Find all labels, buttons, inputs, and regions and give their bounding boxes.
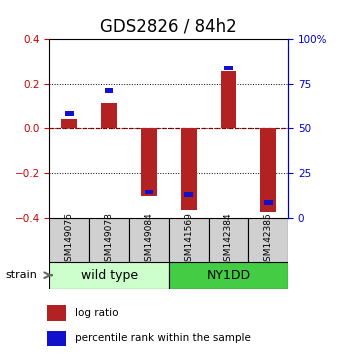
Bar	[209, 218, 248, 262]
Text: GSM149084: GSM149084	[144, 212, 153, 267]
Bar	[89, 218, 129, 262]
Text: GSM142385: GSM142385	[264, 212, 273, 267]
Bar	[260, 129, 276, 212]
Bar	[101, 103, 117, 129]
Text: GSM149078: GSM149078	[105, 212, 114, 267]
Bar	[49, 262, 169, 289]
Bar	[181, 129, 197, 210]
Text: percentile rank within the sample: percentile rank within the sample	[75, 333, 251, 343]
Bar	[47, 331, 66, 346]
Bar	[248, 218, 288, 262]
Bar	[49, 218, 89, 262]
Bar	[129, 218, 169, 262]
Bar	[264, 200, 272, 205]
Title: GDS2826 / 84h2: GDS2826 / 84h2	[100, 18, 237, 36]
Text: GSM141569: GSM141569	[184, 212, 193, 267]
Bar	[47, 306, 66, 321]
Bar	[169, 218, 209, 262]
Text: NY1DD: NY1DD	[206, 269, 251, 282]
Bar	[141, 129, 157, 196]
Text: wild type: wild type	[80, 269, 138, 282]
Text: GSM142384: GSM142384	[224, 212, 233, 267]
Bar	[169, 262, 288, 289]
Bar	[145, 189, 153, 194]
Bar	[61, 119, 77, 129]
Text: log ratio: log ratio	[75, 308, 118, 318]
Bar	[224, 65, 233, 70]
Text: strain: strain	[5, 270, 37, 280]
Bar	[184, 192, 193, 197]
Text: GSM149076: GSM149076	[65, 212, 74, 267]
Bar	[221, 72, 236, 129]
Bar	[65, 112, 74, 116]
Bar	[105, 88, 114, 93]
